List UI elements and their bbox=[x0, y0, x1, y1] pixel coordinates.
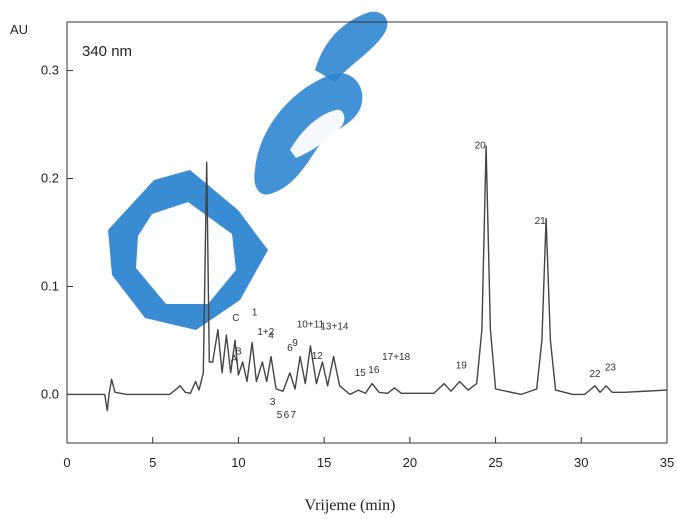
peak-label: 6 bbox=[287, 343, 293, 354]
y-axis: 0.0 0.1 0.2 0.3 bbox=[41, 63, 73, 401]
plot-frame bbox=[66, 21, 668, 444]
peak-label: C bbox=[232, 313, 239, 324]
peak-label: 4 bbox=[268, 330, 274, 341]
x-tick-label: 25 bbox=[488, 455, 502, 470]
y-tick-label: 0.3 bbox=[41, 63, 59, 78]
y-tick-label: 0.0 bbox=[41, 386, 59, 401]
peak-label: 21 bbox=[535, 216, 547, 227]
chromatogram-trace bbox=[67, 145, 668, 412]
x-tick-label: 10 bbox=[231, 455, 245, 470]
x-tick-label: 35 bbox=[660, 455, 674, 470]
y-tick-label: 0.2 bbox=[41, 171, 59, 186]
y-tick-label: 0.1 bbox=[41, 278, 59, 293]
peak-label: 19 bbox=[456, 361, 468, 372]
peak-label: 6 bbox=[284, 410, 290, 421]
peak-label: 1 bbox=[252, 308, 258, 319]
peak-label: 9 bbox=[292, 338, 298, 349]
peak-label: 10+11 bbox=[297, 319, 325, 330]
peak-label: 13+14 bbox=[320, 322, 349, 333]
x-tick-label: 20 bbox=[403, 455, 417, 470]
peak-label: 12 bbox=[312, 351, 324, 362]
x-tick-label: 5 bbox=[149, 455, 156, 470]
peak-label: 7 bbox=[291, 410, 297, 421]
peak-label: 3 bbox=[270, 397, 276, 408]
x-axis-title: Vrijeme (min) bbox=[304, 497, 395, 514]
x-tick-label: 30 bbox=[574, 455, 588, 470]
y-axis-unit-label: AU bbox=[10, 22, 28, 37]
peak-label: 5 bbox=[277, 410, 283, 421]
peak-label: 15 bbox=[355, 368, 367, 379]
peak-label: 16 bbox=[368, 365, 380, 376]
peak-label: 22 bbox=[589, 369, 601, 380]
peak-label: B bbox=[235, 346, 242, 357]
peak-label: 1+2 bbox=[257, 327, 274, 338]
watermark-logo bbox=[108, 11, 388, 330]
peak-label: 17+18 bbox=[382, 352, 411, 363]
peak-label: 23 bbox=[605, 363, 617, 374]
x-tick-label: 0 bbox=[63, 455, 70, 470]
wavelength-annotation: 340 nm bbox=[82, 43, 132, 60]
peak-label: A bbox=[231, 354, 238, 365]
x-axis: 0 5 10 15 20 25 30 35 bbox=[63, 437, 674, 470]
x-tick-label: 15 bbox=[317, 455, 331, 470]
peak-label: 20 bbox=[475, 140, 487, 151]
